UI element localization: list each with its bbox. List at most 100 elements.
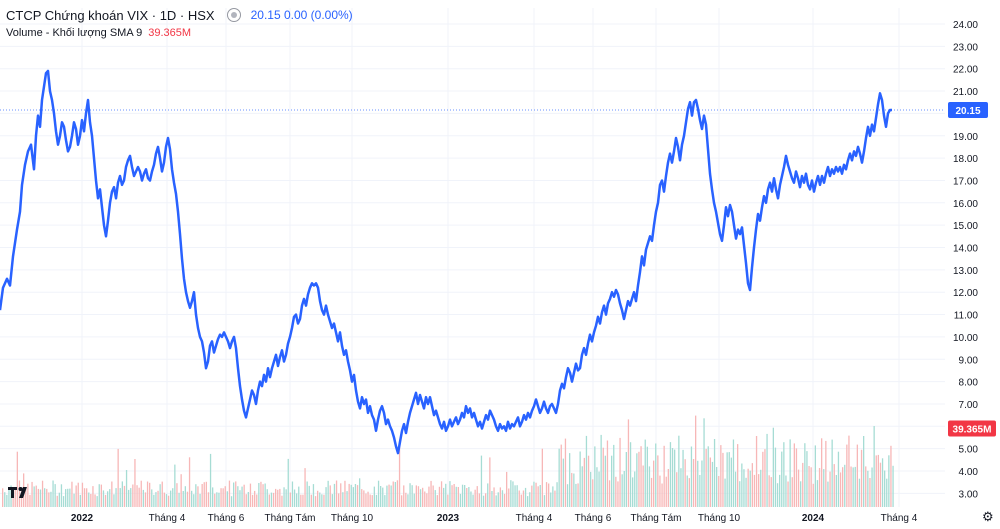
y-tick-label: 3.00 [959,489,979,500]
volume-bar [81,482,84,507]
volume-bar [146,481,149,507]
volume-bar [705,448,707,507]
volume-bar [577,483,579,507]
volume-bar [573,473,575,507]
volume-bar [380,486,382,507]
volume-bar [329,485,331,507]
volume-bar [617,481,619,507]
volume-bar [516,485,518,507]
volume-bar [455,486,457,507]
volume-bar [854,466,856,507]
price-axis[interactable]: 3.004.005.006.007.008.009.0010.0011.0012… [953,20,978,500]
volume-bar [377,480,380,507]
symbol-title[interactable]: CTCP Chứng khoán VIX · 1D · HSX [6,7,215,23]
tradingview-logo-icon[interactable] [7,484,33,502]
volume-bar [713,439,716,507]
volume-bar [648,466,651,507]
y-tick-label: 14.00 [953,244,978,255]
volume-bar [814,445,816,507]
volume-bar [386,485,388,507]
y-tick-label: 19.00 [953,132,978,143]
volume-bar [527,496,529,507]
volume-bar [770,477,772,507]
volume-bar [132,484,134,507]
volume-bar [29,494,31,507]
y-tick-label: 13.00 [953,266,978,277]
volume-bar [531,485,533,507]
volume-bar [823,469,825,507]
volume-bar [447,494,449,507]
volume-bar [789,439,791,507]
volume-bar [161,481,163,507]
volume-bar [459,493,462,507]
volume-bar [722,452,724,507]
volume-bar [262,484,264,507]
volume-bar [92,486,94,507]
volume-bar [535,482,537,507]
volume-bar [860,449,863,507]
volume-bar [806,451,808,507]
volume-bar [718,476,720,507]
volume-bar [768,475,770,507]
volume-bar [701,460,703,507]
volume-bar [606,440,609,507]
time-axis[interactable]: 2022 Tháng 4 Tháng 6 Tháng Tám Tháng 10 2023 T… [71,513,918,524]
volume-bar [264,483,266,507]
volume-bar [258,483,260,507]
volume-bar [443,487,445,507]
volume-bar [779,474,781,507]
x-tick-label: Tháng 10 [698,513,741,524]
legend-volume-row[interactable]: Volume - Khối lượng SMA 9 39.365M [6,24,353,42]
volume-bar [480,455,483,507]
volume-bar [545,482,548,507]
legend-series-row[interactable]: CTCP Chứng khoán VIX · 1D · HSX 20.15 0.… [6,6,353,24]
volume-bar [470,491,472,507]
volume-bar [615,476,617,507]
volume-bar [436,495,438,507]
volume-bar [850,466,852,507]
volume-bar [201,484,203,507]
volume-bar [39,489,42,507]
volume-bar [333,483,336,507]
eye-icon[interactable] [226,8,241,22]
x-tick-label: Tháng 6 [208,513,245,524]
volume-bar [642,465,644,507]
volume-bar [251,494,254,507]
volume-bar [41,480,44,507]
volume-bar [497,492,499,507]
volume-bar [193,494,195,507]
volume-bar [506,471,508,507]
volume-bar [598,471,600,507]
volume-bar [690,446,693,507]
volume-bar [438,486,441,507]
volume-bar [216,492,218,507]
volume-bar [875,455,877,507]
volume-bar [199,493,201,507]
price-series-line [0,69,892,455]
volume-bar [228,480,231,507]
volume-bar [35,485,37,507]
volume-bar [359,478,361,507]
volume-bar [428,486,430,507]
volume-bar [151,489,153,507]
volume-bar [411,485,413,507]
volume-bar [312,484,315,507]
y-tick-label: 9.00 [959,355,979,366]
volume-bar [111,481,113,507]
volume-bar [812,483,814,507]
volume-bar [539,485,541,507]
volume-bar [302,494,304,507]
volume-bar [128,489,130,507]
volume-bar [417,486,420,507]
volume-bar [821,438,823,507]
chart-legend: CTCP Chứng khoán VIX · 1D · HSX 20.15 0.… [6,6,353,42]
volume-bar [795,448,798,507]
x-tick-label: Tháng 10 [331,513,374,524]
volume-bar [432,485,434,507]
volume-bar [587,455,590,507]
volume-bar [388,484,390,507]
gear-icon[interactable]: ⚙ [982,509,994,524]
volume-bar [419,489,422,507]
volume-bar [73,493,75,507]
